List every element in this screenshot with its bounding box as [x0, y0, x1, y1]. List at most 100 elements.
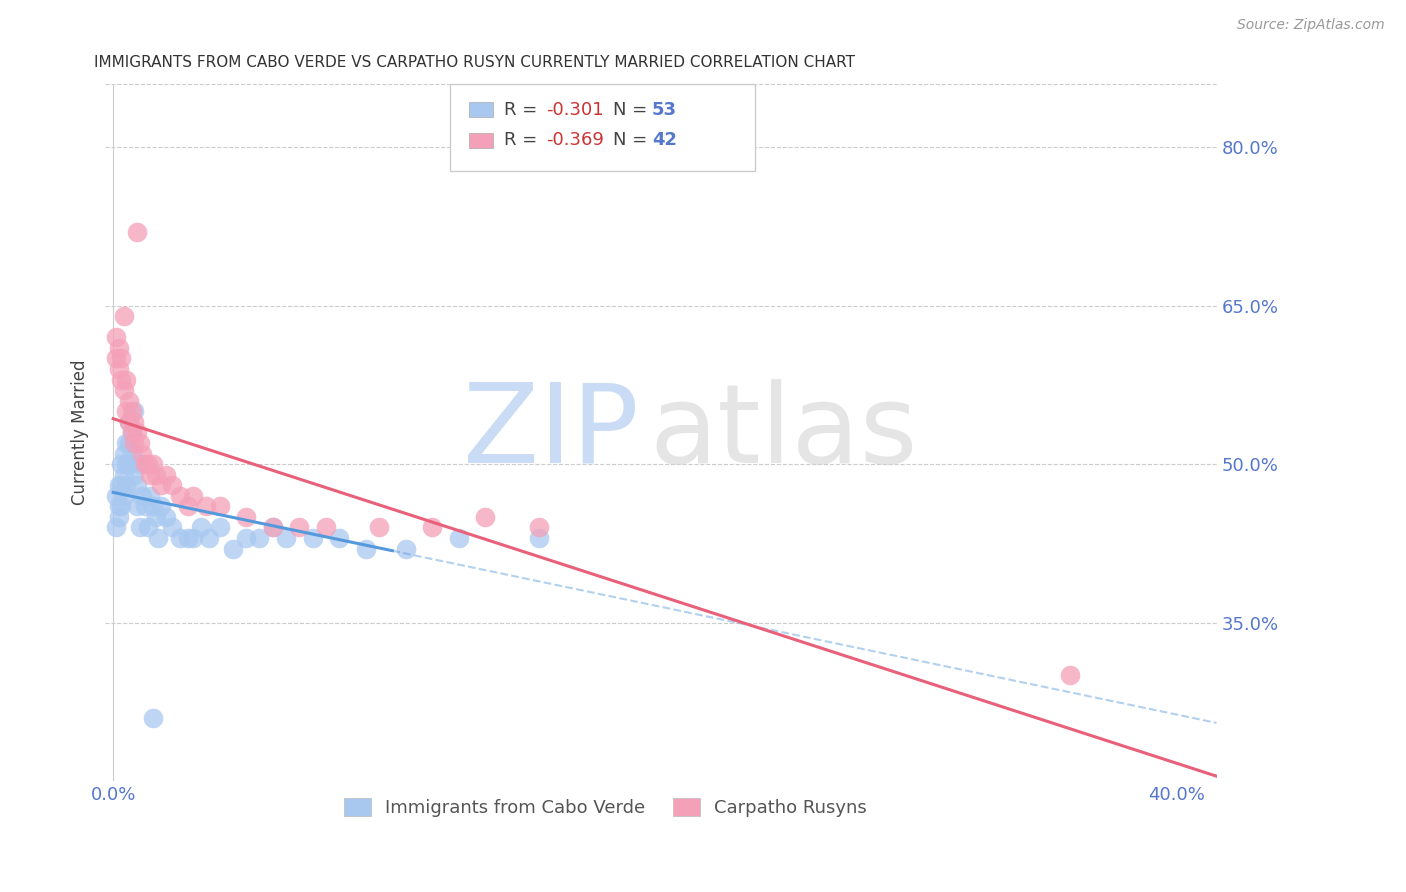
Point — [110, 500, 132, 514]
Point — [136, 520, 159, 534]
Point — [169, 531, 191, 545]
Point — [1059, 668, 1081, 682]
Point — [121, 404, 143, 418]
Point — [145, 509, 167, 524]
Point — [145, 467, 167, 482]
Point — [527, 520, 550, 534]
Point — [115, 436, 138, 450]
Text: N =: N = — [613, 131, 652, 149]
Point — [420, 520, 443, 534]
Point — [176, 500, 198, 514]
Text: R =: R = — [505, 101, 543, 119]
Text: N =: N = — [613, 101, 652, 119]
Point — [104, 351, 127, 366]
Text: IMMIGRANTS FROM CABO VERDE VS CARPATHO RUSYN CURRENTLY MARRIED CORRELATION CHART: IMMIGRANTS FROM CABO VERDE VS CARPATHO R… — [94, 55, 855, 70]
Point — [142, 500, 165, 514]
Point — [121, 446, 143, 460]
Point — [127, 225, 149, 239]
Point — [134, 457, 156, 471]
Point — [195, 500, 218, 514]
Text: R =: R = — [505, 131, 543, 149]
Point — [118, 393, 141, 408]
Point — [112, 383, 135, 397]
Point — [115, 373, 138, 387]
Point — [150, 500, 173, 514]
Point — [124, 415, 146, 429]
Point — [107, 509, 129, 524]
FancyBboxPatch shape — [450, 84, 755, 171]
Point — [124, 436, 146, 450]
Point — [190, 520, 212, 534]
Text: 42: 42 — [652, 131, 676, 149]
Point — [208, 520, 231, 534]
Point — [527, 531, 550, 545]
Point — [181, 531, 204, 545]
Legend: Immigrants from Cabo Verde, Carpatho Rusyns: Immigrants from Cabo Verde, Carpatho Rus… — [336, 791, 875, 824]
Point — [118, 415, 141, 429]
Point — [110, 351, 132, 366]
Point — [131, 489, 153, 503]
Text: -0.369: -0.369 — [547, 131, 605, 149]
Point — [118, 415, 141, 429]
Point — [112, 467, 135, 482]
Point — [107, 362, 129, 376]
Point — [160, 478, 183, 492]
Point — [112, 446, 135, 460]
Point — [262, 520, 284, 534]
Point — [104, 330, 127, 344]
Point — [148, 531, 170, 545]
Y-axis label: Currently Married: Currently Married — [72, 359, 89, 505]
Point — [139, 467, 162, 482]
Point — [142, 711, 165, 725]
Point — [127, 425, 149, 440]
Point — [136, 457, 159, 471]
Point — [395, 541, 418, 556]
Point — [235, 531, 257, 545]
Point — [118, 436, 141, 450]
Point — [142, 457, 165, 471]
Point — [107, 500, 129, 514]
Point — [176, 531, 198, 545]
Point — [198, 531, 221, 545]
Point — [115, 478, 138, 492]
Point — [447, 531, 470, 545]
Point — [155, 467, 177, 482]
Point — [124, 404, 146, 418]
Point — [131, 446, 153, 460]
Point — [328, 531, 350, 545]
Point — [134, 500, 156, 514]
Point — [127, 500, 149, 514]
FancyBboxPatch shape — [468, 102, 494, 117]
Point — [354, 541, 377, 556]
Point — [104, 489, 127, 503]
Point — [249, 531, 271, 545]
Point — [112, 489, 135, 503]
Text: -0.301: -0.301 — [547, 101, 605, 119]
Text: ZIP: ZIP — [463, 379, 638, 486]
Point — [124, 467, 146, 482]
Point — [127, 478, 149, 492]
Point — [121, 425, 143, 440]
Point — [118, 457, 141, 471]
Point — [110, 457, 132, 471]
Text: 53: 53 — [652, 101, 676, 119]
Text: atlas: atlas — [650, 379, 918, 486]
Point — [112, 309, 135, 323]
Point — [208, 500, 231, 514]
Text: Source: ZipAtlas.com: Source: ZipAtlas.com — [1237, 18, 1385, 31]
Point — [288, 520, 311, 534]
Point — [368, 520, 391, 534]
Point — [274, 531, 297, 545]
Point — [128, 436, 150, 450]
Point — [115, 404, 138, 418]
Point — [262, 520, 284, 534]
Point — [104, 520, 127, 534]
Point — [110, 373, 132, 387]
Point — [315, 520, 337, 534]
Point — [169, 489, 191, 503]
Point — [474, 509, 496, 524]
Point — [301, 531, 323, 545]
Point — [107, 478, 129, 492]
Point — [235, 509, 257, 524]
Point — [128, 457, 150, 471]
